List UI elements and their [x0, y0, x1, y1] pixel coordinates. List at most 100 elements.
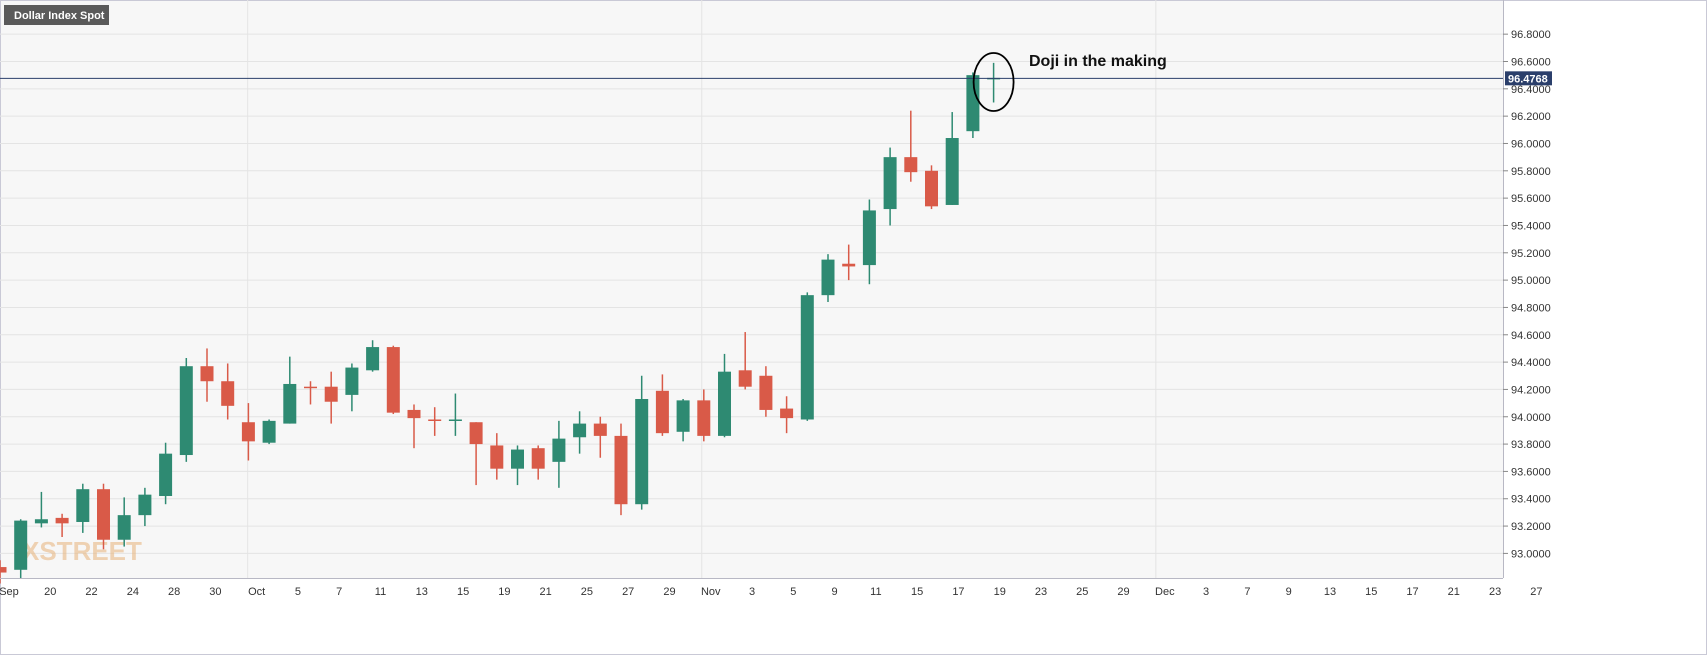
- candle-bullish: [76, 483, 90, 533]
- candle-body: [407, 409, 421, 419]
- time-tick-label: 5: [790, 586, 796, 598]
- time-tick-label: 20: [44, 586, 56, 598]
- last-price-line-layer: 96.4768: [0, 71, 1552, 86]
- doji-highlight-circle: [972, 52, 1015, 112]
- time-tick-label: Dec: [1155, 586, 1175, 598]
- price-tick-label: 95.2000: [1511, 248, 1551, 260]
- candle-bullish: [718, 353, 731, 438]
- candle-bearish: [490, 433, 504, 480]
- candle-body: [34, 519, 48, 524]
- time-tick-label: 28: [168, 586, 180, 598]
- candle-bullish: [14, 519, 28, 578]
- candle-bearish: [407, 404, 421, 449]
- candle-bullish: [448, 393, 462, 436]
- time-tick-label: 11: [870, 586, 881, 598]
- candle-body: [117, 515, 131, 540]
- candle-body: [0, 567, 7, 573]
- candle-bearish: [386, 345, 400, 415]
- time-tick-label: 17: [952, 586, 964, 598]
- plot-background: [0, 0, 1503, 578]
- price-axis: 93.0000 93.2000 93.4000 93.6000 93.8000 94.00…: [1503, 0, 1551, 578]
- candle-bullish: [635, 375, 649, 510]
- candle-bearish: [925, 165, 938, 210]
- time-tick-label: 9: [1286, 586, 1292, 598]
- price-tick-label: 93.8000: [1511, 439, 1551, 451]
- time-tick-label: 11: [375, 586, 386, 598]
- candle-bullish: [552, 420, 566, 488]
- candle-body: [76, 489, 90, 522]
- candle-bearish: [469, 422, 483, 486]
- candle-body: [97, 489, 110, 540]
- time-tick-label: 30: [209, 586, 221, 598]
- candle-bullish: [366, 340, 380, 372]
- candle-bullish: [345, 363, 359, 412]
- candle-body: [697, 400, 711, 436]
- price-tick-label: 93.4000: [1511, 494, 1551, 506]
- candle-bullish: [573, 411, 587, 454]
- candle-body: [428, 419, 442, 421]
- time-tick-label: 27: [1530, 586, 1542, 598]
- price-tick-label: 96.0000: [1511, 138, 1551, 150]
- candle-bearish: [221, 363, 235, 420]
- candle-body: [200, 366, 214, 382]
- time-tick-label: 29: [1117, 586, 1129, 598]
- watermark-layer: XSTREET: [22, 536, 142, 566]
- candle-bullish: [34, 491, 48, 528]
- time-tick-label: 15: [1365, 586, 1377, 598]
- price-tick-label: 96.8000: [1511, 29, 1551, 41]
- candle-bullish: [800, 292, 814, 421]
- candle-bearish: [842, 244, 856, 281]
- candle-bullish: [676, 398, 690, 442]
- time-tick-label: 15: [911, 586, 923, 598]
- candle-bullish: [159, 442, 173, 505]
- time-tick-label: 19: [498, 586, 510, 598]
- candle-body: [780, 408, 794, 419]
- time-tick-label: 7: [336, 586, 342, 598]
- time-tick-label: 23: [1035, 586, 1047, 598]
- price-tick-label: 93.6000: [1511, 466, 1551, 478]
- candle-bearish: [304, 381, 317, 405]
- candle-body: [159, 453, 173, 497]
- last-price-label: 96.4768: [1508, 73, 1548, 85]
- candle-body: [55, 517, 69, 524]
- time-tick-label: 19: [994, 586, 1006, 598]
- time-tick-label: 21: [1448, 586, 1460, 598]
- candle-bullish: [945, 112, 959, 205]
- candle-body: [14, 520, 28, 570]
- doji-annotation-label: Doji in the making: [1029, 53, 1167, 70]
- candle-body: [883, 157, 897, 210]
- candle-body: [552, 438, 566, 462]
- candle-body: [179, 366, 193, 456]
- candle-bearish: [55, 513, 69, 538]
- candle-bearish: [97, 483, 110, 550]
- time-tick-label: 21: [540, 586, 552, 598]
- candle-bearish: [200, 348, 214, 402]
- candle-body: [800, 295, 814, 420]
- candle-body: [904, 157, 918, 173]
- price-tick-label: 95.4000: [1511, 220, 1551, 232]
- price-tick-label: 95.8000: [1511, 166, 1551, 178]
- candle-body: [345, 367, 359, 395]
- watermark-logo: XSTREET: [22, 536, 142, 566]
- candle-bullish: [511, 445, 524, 486]
- price-tick-label: 96.6000: [1511, 56, 1551, 68]
- candle-bearish: [241, 403, 255, 461]
- candle-body: [842, 263, 856, 267]
- candle-body: [138, 494, 152, 516]
- time-tick-label: Nov: [701, 586, 721, 598]
- candles-layer: [0, 62, 1001, 584]
- candle-bearish: [780, 396, 794, 434]
- candle-bearish: [697, 389, 711, 442]
- candle-body: [966, 75, 980, 132]
- chart-title-badge: [4, 5, 109, 25]
- annotation-layer: Doji in the making: [972, 52, 1167, 112]
- candle-bullish: [262, 419, 276, 445]
- candle-bearish: [655, 374, 669, 436]
- candle-body: [283, 383, 297, 424]
- candle-body: [469, 422, 483, 445]
- price-tick-label: 93.0000: [1511, 548, 1551, 560]
- candle-bullish: [117, 497, 131, 547]
- candle-bearish: [324, 371, 338, 424]
